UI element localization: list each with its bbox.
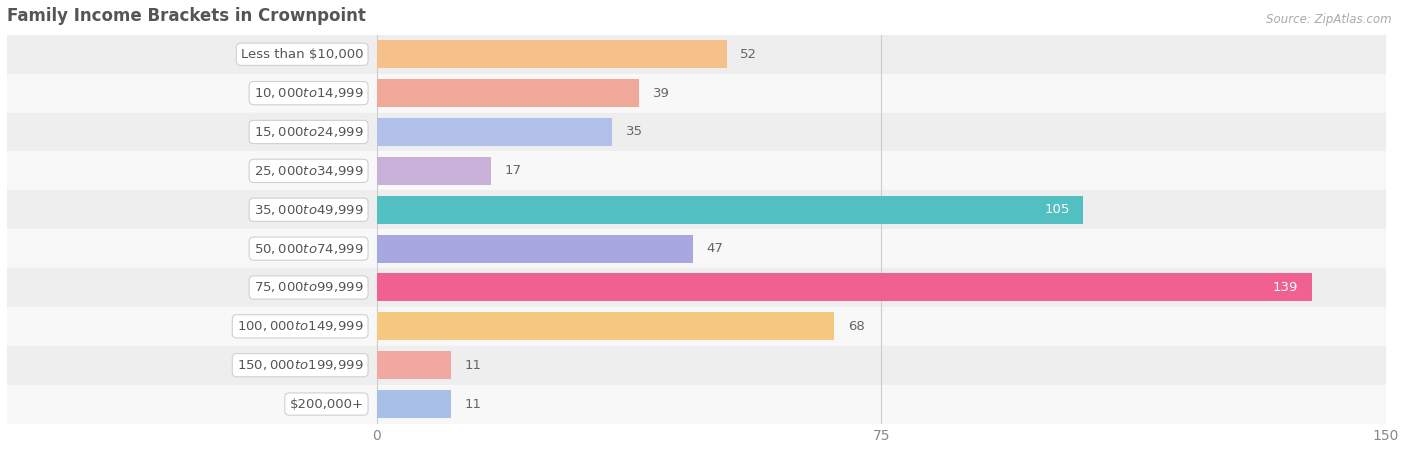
Bar	[7, 385, 1386, 423]
Bar	[7, 112, 1386, 152]
Bar	[377, 40, 727, 68]
Bar	[7, 268, 1386, 307]
Text: $35,000 to $49,999: $35,000 to $49,999	[253, 203, 363, 217]
Text: $25,000 to $34,999: $25,000 to $34,999	[253, 164, 363, 178]
Text: 17: 17	[505, 164, 522, 177]
Bar	[377, 118, 613, 146]
Text: 52: 52	[740, 48, 756, 61]
Text: 47: 47	[706, 242, 723, 255]
Bar	[377, 351, 451, 379]
Text: $100,000 to $149,999: $100,000 to $149,999	[236, 320, 363, 333]
Text: Family Income Brackets in Crownpoint: Family Income Brackets in Crownpoint	[7, 7, 366, 25]
Bar	[7, 152, 1386, 190]
Bar	[377, 196, 1083, 224]
Bar	[7, 229, 1386, 268]
Text: 11: 11	[464, 397, 481, 410]
Text: 105: 105	[1045, 203, 1070, 216]
Text: $75,000 to $99,999: $75,000 to $99,999	[253, 280, 363, 294]
Bar	[377, 157, 491, 185]
Text: Source: ZipAtlas.com: Source: ZipAtlas.com	[1267, 14, 1392, 27]
Bar	[377, 79, 640, 107]
Bar	[7, 74, 1386, 112]
Bar	[7, 190, 1386, 229]
Text: $50,000 to $74,999: $50,000 to $74,999	[253, 242, 363, 256]
Bar	[7, 35, 1386, 74]
Bar	[377, 312, 834, 340]
Bar	[377, 274, 1312, 302]
Text: $15,000 to $24,999: $15,000 to $24,999	[253, 125, 363, 139]
Bar	[377, 390, 451, 418]
Text: $10,000 to $14,999: $10,000 to $14,999	[253, 86, 363, 100]
Text: $200,000+: $200,000+	[290, 397, 363, 410]
Text: 139: 139	[1272, 281, 1298, 294]
Text: 35: 35	[626, 126, 643, 139]
Bar	[7, 307, 1386, 346]
Text: Less than $10,000: Less than $10,000	[240, 48, 363, 61]
Text: 68: 68	[848, 320, 865, 333]
Text: $150,000 to $199,999: $150,000 to $199,999	[236, 358, 363, 372]
Bar	[377, 234, 693, 263]
Text: 39: 39	[652, 87, 669, 99]
Bar	[7, 346, 1386, 385]
Text: 11: 11	[464, 359, 481, 372]
